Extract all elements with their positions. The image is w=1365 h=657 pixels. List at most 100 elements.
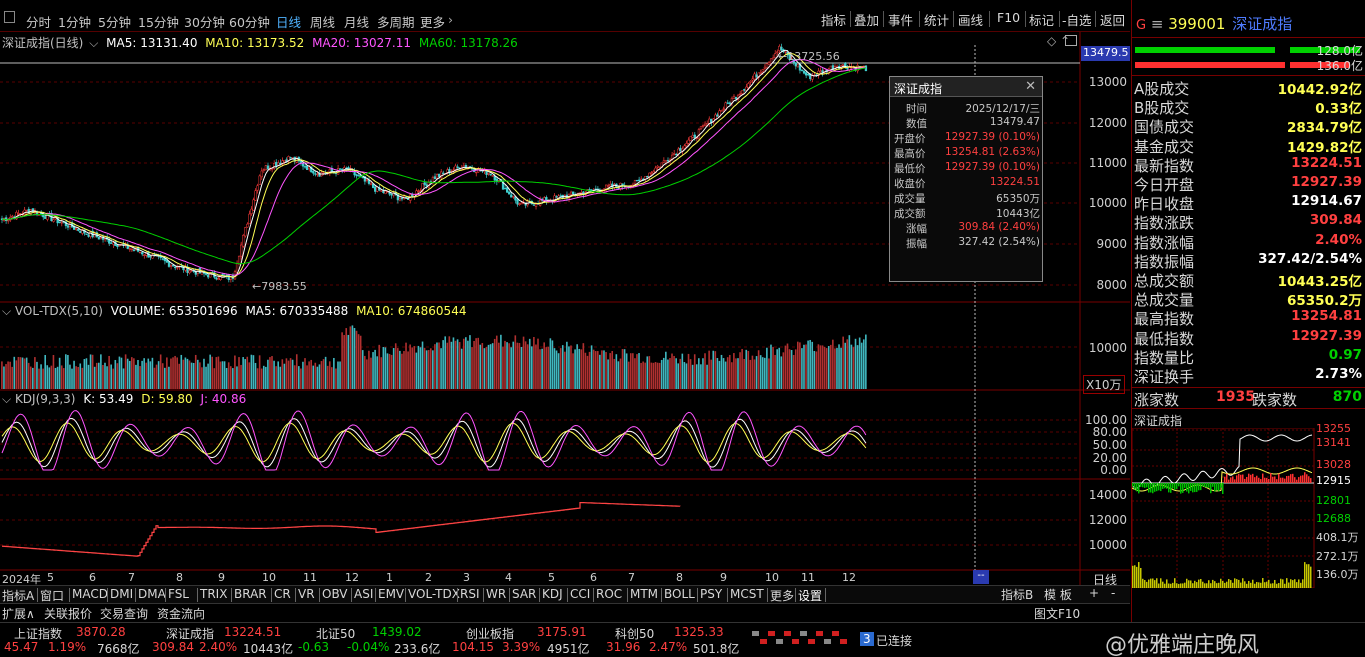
indicator-tab[interactable]: KDJ (542, 587, 563, 601)
period-30min[interactable]: 30分钟 (184, 12, 225, 31)
draw-line-button[interactable]: 画线 (958, 10, 983, 29)
menu-icon[interactable]: ≡ (1151, 15, 1164, 33)
indicator-tab[interactable]: 指标A (2, 587, 34, 604)
indicator-tab[interactable]: DMA (138, 587, 166, 601)
f10-text-button[interactable]: 图文F10 (1034, 605, 1080, 622)
candle-body (284, 160, 286, 161)
indicator-tab[interactable]: MACD (72, 587, 108, 601)
f10-button[interactable]: F10 (997, 10, 1020, 25)
chevron-down-icon[interactable]: ⌵ (2, 304, 11, 318)
extension-tab[interactable]: 扩展∧ (2, 605, 35, 622)
quote-key: 深证换手 (1134, 366, 1194, 387)
period-60min[interactable]: 60分钟 (229, 12, 270, 31)
volume-bar (601, 350, 603, 389)
quote-value: 1429.82亿 (1287, 136, 1362, 156)
indicator-tab[interactable]: PSY (700, 587, 722, 601)
chevron-right-icon[interactable]: › (448, 12, 453, 27)
indicator-tab[interactable]: RSI (460, 587, 480, 601)
indicator-tab[interactable]: MCST (730, 587, 764, 601)
indicator-tab[interactable]: 设置 (798, 587, 822, 604)
volume-bar (574, 349, 576, 389)
indicator-tab[interactable]: MTM (630, 587, 658, 601)
period-5min[interactable]: 5分钟 (98, 12, 131, 31)
x-tick: 8 (176, 571, 183, 584)
candle-body (768, 63, 770, 65)
intraday-mini-chart[interactable] (1132, 428, 1365, 588)
indicator-tab[interactable]: ROC (596, 587, 622, 601)
template-tab[interactable]: 指标B (1001, 586, 1033, 603)
back-button[interactable]: 返回 (1100, 10, 1125, 29)
indicator-tab[interactable]: 更多 (770, 587, 794, 604)
volume-bar (442, 340, 444, 389)
template-tab[interactable]: 模 板 (1044, 586, 1072, 603)
volume-bar (490, 344, 492, 389)
indicator-tab[interactable]: VOL-TDX (408, 587, 460, 601)
volume-bar (537, 339, 539, 389)
volume-bar (152, 358, 154, 389)
volume-bar (663, 358, 665, 389)
indicator-tab[interactable]: BOLL (664, 587, 695, 601)
period-weekly[interactable]: 周线 (310, 12, 335, 31)
indicator-tab[interactable]: FSL (168, 587, 189, 601)
volume-bar (374, 350, 376, 389)
period-1min[interactable]: 1分钟 (58, 12, 91, 31)
quote-key: B股成交 (1134, 97, 1189, 118)
intraday-volume-bar (1304, 562, 1306, 588)
indicator-tab[interactable]: ASI (354, 587, 373, 601)
period-daily[interactable]: 日线 (276, 12, 301, 31)
event-button[interactable]: 事件 (888, 10, 913, 29)
indicator-tab[interactable]: 窗口 (40, 587, 64, 604)
extension-tab[interactable]: 关联报价 (44, 605, 92, 622)
volume-bar (781, 356, 783, 389)
volume-bar (391, 355, 393, 389)
candle-body (636, 180, 638, 181)
watchlist-button[interactable]: -自选 (1062, 10, 1092, 29)
template-tab[interactable]: + (1089, 586, 1099, 600)
period-fenshi[interactable]: 分时 (26, 12, 51, 31)
indicator-button[interactable]: 指标 (821, 10, 846, 29)
stats-button[interactable]: 统计 (924, 10, 949, 29)
g-icon[interactable]: G (1136, 18, 1146, 33)
chevron-down-icon[interactable]: ⌵ (2, 392, 11, 406)
window-icon[interactable] (1065, 35, 1077, 46)
quote-value: 10443.25亿 (1278, 270, 1362, 290)
indicator-tab[interactable]: DMI (110, 587, 133, 601)
candle-body (762, 70, 764, 72)
indicator-tab[interactable]: WR (486, 587, 506, 601)
volume-bar (246, 357, 248, 389)
indicator-tab[interactable]: SAR (512, 587, 536, 601)
indicator-tab[interactable]: OBV (322, 587, 348, 601)
indicator-tab[interactable]: BRAR (234, 587, 267, 601)
extension-tab[interactable]: 交易查询 (100, 605, 148, 622)
period-multi[interactable]: 多周期 (377, 12, 415, 31)
indicator-tab[interactable]: EMV (378, 587, 404, 601)
extension-tab[interactable]: 资金流向 (157, 605, 205, 622)
close-icon[interactable]: ✕ (1025, 79, 1036, 94)
intraday-volume-bar (1190, 580, 1192, 588)
connection-badge[interactable]: 3 (860, 632, 874, 646)
chevron-down-icon[interactable]: ⌵ (89, 36, 98, 50)
panel-toggle-icon[interactable] (4, 11, 15, 23)
indicator-tab[interactable]: CR (274, 587, 291, 601)
period-monthly[interactable]: 月线 (344, 12, 369, 31)
indicator-tab[interactable]: TRIX (200, 587, 227, 601)
volume-bar (568, 346, 570, 389)
index-value: 13224.51 (224, 625, 281, 639)
candle-body (100, 237, 102, 238)
volume-bar (529, 339, 531, 389)
period-15min[interactable]: 15分钟 (138, 12, 179, 31)
indicator-tab[interactable]: VR (298, 587, 315, 601)
mark-button[interactable]: 标记 (1029, 10, 1054, 29)
volume-ma10: MA10: 674860544 (356, 304, 466, 318)
candle-body (426, 185, 428, 186)
candle-body (690, 136, 692, 140)
volume-bar (319, 364, 321, 389)
tooltip-row: 最低价 12927.39 (0.10%) (890, 161, 1040, 175)
intraday-volume-bar (1158, 584, 1160, 588)
volume-bar (420, 347, 422, 389)
template-tab[interactable]: - (1111, 586, 1115, 600)
indicator-tab[interactable]: CCI (570, 587, 590, 601)
volume-bar (86, 358, 88, 389)
period-more[interactable]: 更多 (420, 12, 445, 31)
overlay-button[interactable]: 叠加 (854, 10, 879, 29)
